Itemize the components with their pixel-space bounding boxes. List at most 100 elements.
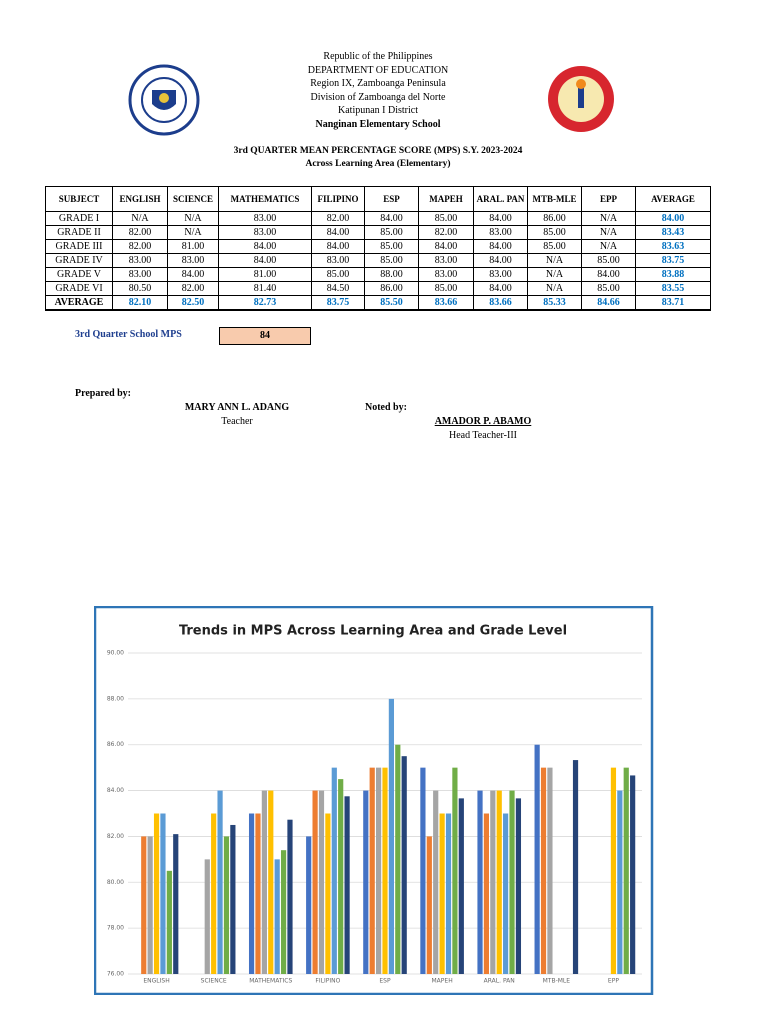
table-cell: N/A xyxy=(527,253,582,268)
bar xyxy=(445,813,452,974)
column-header: AVERAGE xyxy=(635,186,711,212)
table-row: GRADE II 82.00 N/A 83.00 84.00 85.00 82.00 83.0… xyxy=(45,225,711,240)
table-cell: N/A xyxy=(581,211,636,226)
table-cell: 82.10 xyxy=(112,295,168,311)
header-line: Republic of the Philippines xyxy=(323,51,433,62)
table-cell: 81.40 xyxy=(218,281,312,296)
bar xyxy=(509,790,515,974)
bar xyxy=(395,744,401,974)
table-cell: 85.00 xyxy=(527,239,582,254)
y-tick-label: 82.00 xyxy=(107,833,124,840)
table-cell: 83.00 xyxy=(167,253,219,268)
bar xyxy=(483,813,490,974)
table-cell: 85.33 xyxy=(527,295,582,311)
bar xyxy=(166,870,172,974)
table-cell: 83.55 xyxy=(635,281,711,296)
bar xyxy=(420,767,426,974)
chart-title: Trends in MPS Across Learning Area and G… xyxy=(179,624,567,639)
prepared-role: Teacher xyxy=(221,416,253,427)
x-tick-label: MATHEMATICS xyxy=(249,978,292,985)
x-tick-label: EPP xyxy=(608,978,619,985)
bar xyxy=(547,767,553,974)
table-cell: 85.00 xyxy=(581,281,636,296)
bar xyxy=(458,798,464,974)
table-cell: 85.50 xyxy=(364,295,419,311)
prepared-label: Prepared by: xyxy=(75,388,132,399)
bar xyxy=(153,813,160,974)
table-cell: 84.50 xyxy=(311,281,365,296)
mps-table: SUBJECT ENGLISH SCIENCE MATHEMATICS FILIPINO… xyxy=(45,186,711,311)
table-cell: 85.00 xyxy=(418,281,474,296)
bar xyxy=(490,790,496,974)
y-tick-label: 76.00 xyxy=(107,971,124,978)
table-cell: 84.00 xyxy=(635,211,711,226)
bar xyxy=(426,836,432,974)
table-cell: 82.00 xyxy=(311,211,365,226)
table-cell: 83.75 xyxy=(635,253,711,268)
table-cell: 85.00 xyxy=(364,225,419,240)
bar xyxy=(382,767,388,974)
bar xyxy=(280,850,287,974)
header-line: DEPARTMENT OF EDUCATION xyxy=(307,64,449,76)
column-header: ARAL. PAN xyxy=(473,186,528,212)
bar xyxy=(401,756,407,974)
bar xyxy=(173,834,179,974)
table-cell: 81.00 xyxy=(167,239,219,254)
table-row: GRADE I N/A N/A 83.00 82.00 84.00 85.00 84.00 86… xyxy=(45,211,711,226)
bar xyxy=(312,790,318,974)
bar xyxy=(204,859,210,974)
bar xyxy=(248,813,255,974)
y-tick-label: 86.00 xyxy=(107,741,124,748)
table-cell: 83.88 xyxy=(635,267,711,282)
header-row: SUBJECT ENGLISH SCIENCE MATHEMATICS FILIPINO… xyxy=(45,186,711,212)
noted-role: Head Teacher-III xyxy=(448,430,518,441)
table-cell: GRADE II xyxy=(45,225,113,240)
logo-torch xyxy=(578,86,584,108)
bar xyxy=(268,790,274,974)
school-name: Nanginan Elementary School xyxy=(315,118,441,130)
y-tick-label: 90.00 xyxy=(107,650,124,657)
table-cell: 83.00 xyxy=(473,225,528,240)
table-cell: GRADE I xyxy=(45,211,113,226)
x-tick-label: ARAL. PAN xyxy=(484,978,515,985)
table-cell: 83.00 xyxy=(112,253,168,268)
chart: Trends in MPS Across Learning Area and G… xyxy=(94,606,654,995)
title-block: 3rd QUARTER MEAN PERCENTAGE SCORE (MPS) … xyxy=(128,145,628,171)
bar xyxy=(630,775,636,974)
bar xyxy=(211,813,217,974)
table-row: GRADE IV 83.00 83.00 84.00 83.00 85.00 83.00 84… xyxy=(45,253,711,268)
table-cell: 82.73 xyxy=(218,295,312,311)
y-tick-label: 84.00 xyxy=(107,787,124,794)
table-cell: 82.00 xyxy=(112,239,168,254)
table-cell: GRADE VI xyxy=(45,281,113,296)
prepared-name: MARY ANN L. ADANG xyxy=(184,402,290,413)
bar xyxy=(160,813,166,974)
table-cell: 85.00 xyxy=(364,239,419,254)
bar xyxy=(217,790,223,974)
header-line: Division of Zamboanga del Norte xyxy=(310,91,446,103)
bar xyxy=(452,767,458,974)
bar xyxy=(617,790,623,974)
x-tick-label: ESP xyxy=(379,978,391,985)
table-cell: 84.00 xyxy=(473,239,528,254)
table-cell: 82.00 xyxy=(112,225,168,240)
x-tick-label: MTB-MLE xyxy=(543,978,571,985)
table-cell: 83.75 xyxy=(311,295,365,311)
bar xyxy=(376,767,382,974)
doc-title: 3rd QUARTER MEAN PERCENTAGE SCORE (MPS) … xyxy=(233,146,523,156)
bar xyxy=(230,824,236,974)
table-cell: N/A xyxy=(581,225,636,240)
y-tick-label: 88.00 xyxy=(107,695,124,702)
bar xyxy=(388,698,394,974)
bar xyxy=(261,790,267,974)
bar xyxy=(318,790,325,974)
table-cell: AVERAGE xyxy=(45,295,113,311)
table-cell: 84.00 xyxy=(473,281,528,296)
table-cell: GRADE V xyxy=(45,267,113,282)
table-cell: N/A xyxy=(527,281,582,296)
school-mps-value: 84 xyxy=(219,327,311,345)
table-cell: 84.00 xyxy=(364,211,419,226)
table-cell: 84.00 xyxy=(218,239,312,254)
bar xyxy=(540,767,547,974)
